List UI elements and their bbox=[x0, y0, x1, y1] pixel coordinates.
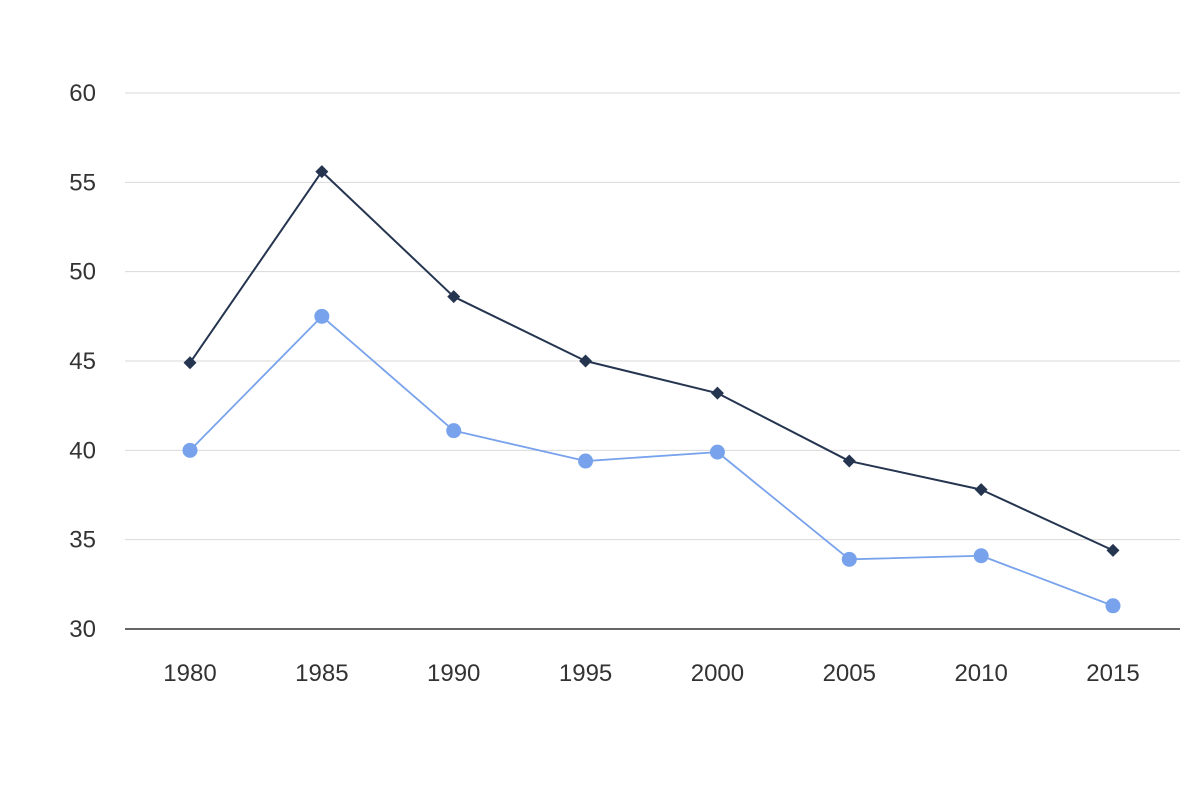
y-tick-label: 60 bbox=[69, 80, 96, 107]
series-1-point bbox=[183, 356, 197, 370]
y-axis-ticks: 30 35 40 45 50 55 60 bbox=[69, 80, 96, 643]
y-tick-label: 45 bbox=[69, 348, 96, 375]
x-tick-label: 1995 bbox=[559, 660, 612, 687]
y-tick-label: 40 bbox=[69, 437, 96, 464]
x-tick-label: 1980 bbox=[163, 660, 216, 687]
series-1-line bbox=[189, 170, 1114, 552]
series-2-point bbox=[709, 444, 725, 460]
series-1-point bbox=[1106, 543, 1120, 557]
x-axis-ticks: 1980 1985 1990 1995 2000 2005 2010 2015 bbox=[163, 660, 1139, 687]
series-1-point bbox=[315, 165, 329, 179]
x-tick-label: 1990 bbox=[427, 660, 480, 687]
series-2-point bbox=[446, 423, 462, 439]
series-2-point bbox=[314, 308, 330, 324]
series-1 bbox=[183, 165, 1120, 557]
series-1-point bbox=[842, 454, 856, 468]
series-1-point bbox=[710, 386, 724, 400]
series-2-point bbox=[182, 442, 198, 458]
series-1-point bbox=[974, 483, 988, 497]
series-2-point bbox=[578, 453, 594, 469]
y-tick-label: 50 bbox=[69, 259, 96, 286]
x-tick-label: 1985 bbox=[295, 660, 348, 687]
series-2-line bbox=[189, 315, 1114, 607]
x-tick-label: 2005 bbox=[823, 660, 876, 687]
series-2-point bbox=[841, 551, 857, 567]
series-1-point bbox=[579, 354, 593, 368]
series-2-point bbox=[1105, 598, 1121, 614]
x-tick-label: 2015 bbox=[1086, 660, 1139, 687]
x-tick-label: 2000 bbox=[691, 660, 744, 687]
y-tick-label: 35 bbox=[69, 527, 96, 554]
y-tick-label: 30 bbox=[69, 616, 96, 643]
series-2-point bbox=[973, 548, 989, 564]
y-tick-label: 55 bbox=[69, 169, 96, 196]
series-2 bbox=[182, 308, 1121, 614]
gridlines bbox=[125, 92, 1180, 541]
series-layer bbox=[182, 165, 1121, 614]
series-1-point bbox=[447, 290, 461, 304]
x-tick-label: 2010 bbox=[954, 660, 1007, 687]
